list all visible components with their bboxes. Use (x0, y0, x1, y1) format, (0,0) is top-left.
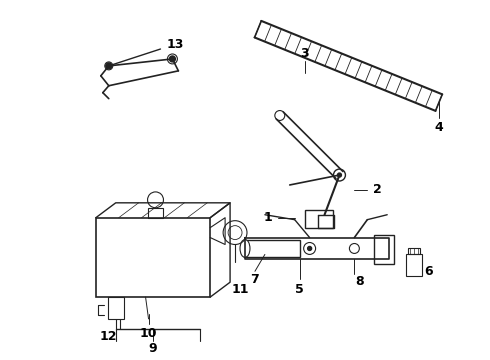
Bar (305, 210, 333, 228)
Text: 2: 2 (373, 184, 382, 197)
Text: 10: 10 (140, 327, 157, 340)
Text: 9: 9 (148, 342, 157, 355)
Text: 13: 13 (167, 37, 184, 50)
Ellipse shape (240, 239, 250, 257)
Bar (108, 297, 123, 319)
Bar (96, 218, 210, 297)
Bar (406, 255, 422, 276)
Text: 1: 1 (264, 211, 272, 224)
Text: 3: 3 (300, 48, 309, 60)
Circle shape (106, 63, 112, 69)
Text: 6: 6 (425, 265, 433, 278)
Circle shape (170, 56, 175, 62)
Bar (245, 239, 300, 257)
Bar (408, 248, 420, 255)
Text: 12: 12 (100, 330, 118, 343)
Circle shape (308, 247, 312, 251)
Text: 4: 4 (435, 121, 443, 134)
Circle shape (338, 173, 342, 177)
Text: 7: 7 (250, 273, 259, 286)
Bar (147, 208, 164, 218)
Text: 11: 11 (231, 283, 249, 296)
Text: 5: 5 (295, 283, 304, 296)
Bar (374, 235, 394, 264)
Text: 8: 8 (355, 275, 364, 288)
